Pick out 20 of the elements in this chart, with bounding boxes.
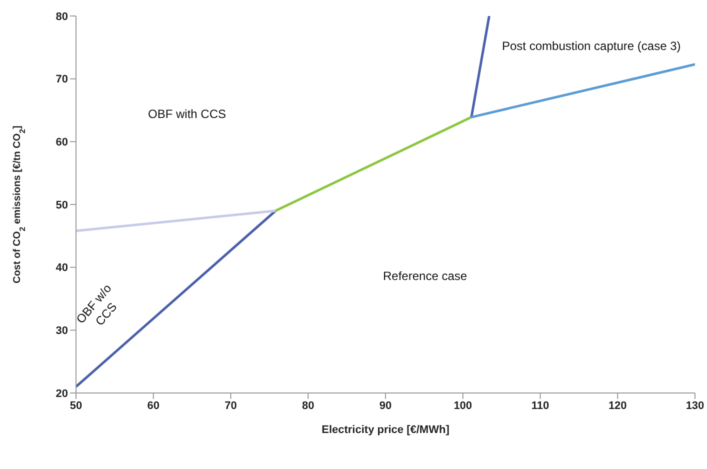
x-tick-label: 50 — [70, 400, 82, 412]
y-tick-label: 50 — [56, 199, 68, 212]
y-tick-label: 30 — [56, 325, 68, 338]
x-axis-title: Electricity price [€/MWh] — [322, 424, 450, 436]
x-tick-label: 80 — [302, 400, 314, 412]
y-tick-label: 70 — [56, 74, 68, 86]
annotation: Reference case — [383, 268, 468, 284]
y-tick-label: 40 — [56, 262, 68, 274]
x-tick-label: 70 — [224, 400, 237, 412]
annotation: OBF with CCS — [148, 106, 228, 122]
x-tick-label: 120 — [608, 400, 627, 412]
x-tick-label: 130 — [686, 400, 704, 412]
x-tick-label: 110 — [531, 400, 550, 412]
y-tick-label: 80 — [56, 10, 68, 23]
x-tick-label: 90 — [379, 400, 392, 412]
x-tick-label: 100 — [454, 400, 472, 412]
x-tick-label: 60 — [147, 400, 160, 412]
annotation: Post combustion capture (case 3) — [502, 38, 682, 54]
y-tick-label: 60 — [56, 136, 68, 149]
y-tick-label: 20 — [56, 388, 68, 400]
